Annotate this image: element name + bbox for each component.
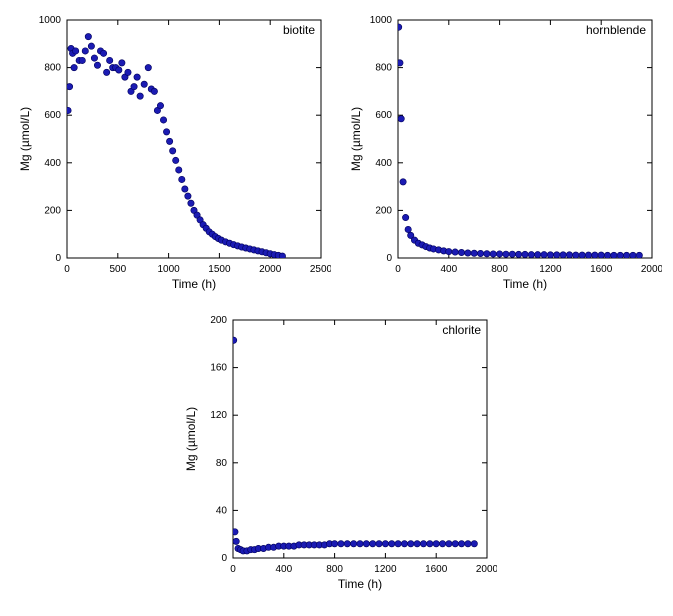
- svg-text:800: 800: [326, 564, 343, 575]
- svg-text:1200: 1200: [540, 264, 563, 275]
- svg-text:0: 0: [64, 264, 70, 275]
- data-points: [230, 337, 477, 554]
- svg-text:600: 600: [44, 110, 61, 121]
- panel-hornblende: 0 400 800 1200 1600 2000 0 200 400 600 800 1000 Time…: [342, 10, 662, 300]
- panel-chlorite: 0 400 800 1200 1600 2000 0 40 80 120 160 200 Time (h…: [177, 310, 497, 600]
- svg-text:500: 500: [109, 264, 126, 275]
- svg-text:2500: 2500: [310, 264, 331, 275]
- svg-text:800: 800: [492, 264, 509, 275]
- svg-text:200: 200: [376, 205, 393, 216]
- series-label: chlorite: [442, 323, 481, 337]
- svg-text:400: 400: [275, 564, 292, 575]
- series-label: biotite: [283, 23, 315, 37]
- svg-text:800: 800: [44, 63, 61, 74]
- svg-text:2000: 2000: [259, 264, 282, 275]
- svg-text:1000: 1000: [39, 15, 62, 26]
- chart-grid: 0500100015002000250002004006008001000Tim…: [10, 10, 663, 600]
- svg-text:600: 600: [376, 110, 393, 121]
- svg-text:400: 400: [44, 158, 61, 169]
- data-points: [65, 33, 286, 259]
- x-axis-label: Time (h): [337, 577, 381, 591]
- svg-text:1000: 1000: [370, 15, 393, 26]
- svg-text:1600: 1600: [425, 564, 448, 575]
- svg-text:1600: 1600: [590, 264, 613, 275]
- x-axis-label: Time (h): [172, 277, 216, 291]
- svg-text:2000: 2000: [475, 564, 496, 575]
- svg-text:400: 400: [376, 158, 393, 169]
- svg-text:0: 0: [395, 264, 401, 275]
- svg-text:1200: 1200: [374, 564, 397, 575]
- svg-text:120: 120: [210, 410, 227, 421]
- chart-hornblende: 0 400 800 1200 1600 2000 0 200 400 600 800 1000 Time…: [342, 10, 662, 300]
- series-label: hornblende: [586, 23, 646, 37]
- chart-chlorite: 0 400 800 1200 1600 2000 0 40 80 120 160 200 Time (h…: [177, 310, 497, 600]
- svg-text:2000: 2000: [641, 264, 662, 275]
- svg-text:800: 800: [376, 63, 393, 74]
- svg-text:400: 400: [441, 264, 458, 275]
- y-axis-label: Mg (µmol/L): [18, 107, 32, 171]
- y-axis-label: Mg (µmol/L): [349, 107, 363, 171]
- svg-text:160: 160: [210, 363, 227, 374]
- data-points: [396, 24, 643, 259]
- svg-text:1500: 1500: [208, 264, 231, 275]
- svg-text:0: 0: [230, 564, 236, 575]
- x-axis-label: Time (h): [503, 277, 547, 291]
- svg-text:0: 0: [221, 553, 227, 564]
- svg-text:80: 80: [215, 458, 227, 469]
- chart-biotite: 0 500 1000 1500 2000 2500 0 200 400 600 800 1000 Tim…: [11, 10, 331, 300]
- svg-text:0: 0: [55, 253, 61, 264]
- svg-text:200: 200: [210, 315, 227, 326]
- svg-text:40: 40: [215, 505, 227, 516]
- panel-biotite: 0 500 1000 1500 2000 2500 0 200 400 600 800 1000 Tim…: [11, 10, 331, 300]
- svg-text:0: 0: [387, 253, 393, 264]
- svg-text:200: 200: [44, 205, 61, 216]
- y-axis-label: Mg (µmol/L): [184, 407, 198, 471]
- svg-text:1000: 1000: [157, 264, 180, 275]
